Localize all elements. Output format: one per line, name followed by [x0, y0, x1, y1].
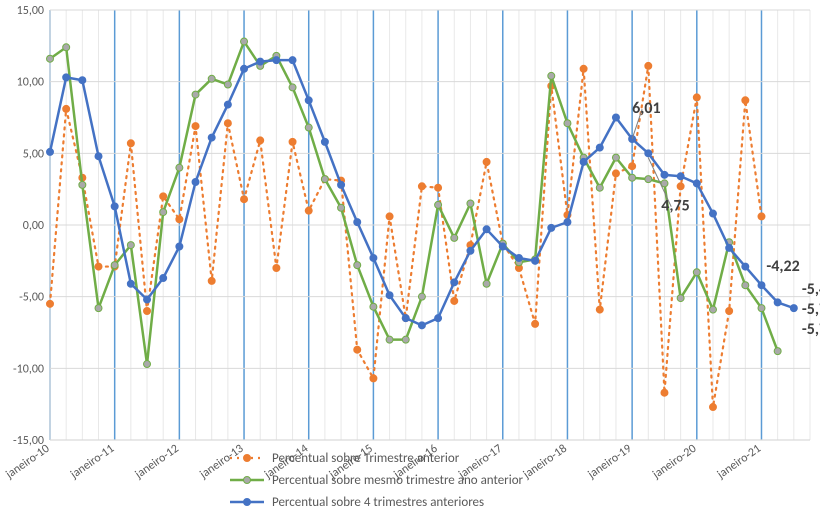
svg-text:4,75: 4,75 [661, 197, 689, 216]
svg-text:-5,00: -5,00 [19, 291, 44, 305]
svg-text:10,00: 10,00 [17, 76, 44, 90]
svg-text:-5,79: -5,79 [802, 300, 820, 319]
svg-text:janeiro-13: janeiro-13 [197, 442, 247, 483]
svg-text:5,00: 5,00 [23, 147, 44, 161]
svg-text:janeiro-18: janeiro-18 [520, 442, 570, 483]
svg-text:6,01: 6,01 [632, 99, 660, 118]
svg-text:15,00: 15,00 [17, 4, 44, 18]
svg-text:-5,42: -5,42 [802, 280, 820, 299]
svg-text:janeiro-20: janeiro-20 [649, 442, 699, 483]
svg-text:Percentual sobre Trimestre ant: Percentual sobre Trimestre anterior [272, 451, 460, 466]
svg-text:0,00: 0,00 [23, 219, 44, 233]
svg-text:-5,76: -5,76 [802, 320, 820, 339]
svg-text:-4,22: -4,22 [766, 257, 799, 276]
svg-text:janeiro-12: janeiro-12 [132, 442, 182, 483]
svg-text:janeiro-11: janeiro-11 [67, 442, 117, 483]
line-chart: -15,00-10,00-5,000,005,0010,0015,00janei… [0, 0, 820, 530]
svg-text:Percentual sobre 4 trimestres: Percentual sobre 4 trimestres anteriores [272, 495, 484, 510]
svg-text:janeiro-19: janeiro-19 [585, 442, 635, 483]
svg-text:Percentual sobre mesmo trimest: Percentual sobre mesmo trimestre ano ant… [272, 473, 524, 488]
svg-text:janeiro-21: janeiro-21 [714, 442, 764, 483]
svg-text:-10,00: -10,00 [13, 362, 44, 376]
